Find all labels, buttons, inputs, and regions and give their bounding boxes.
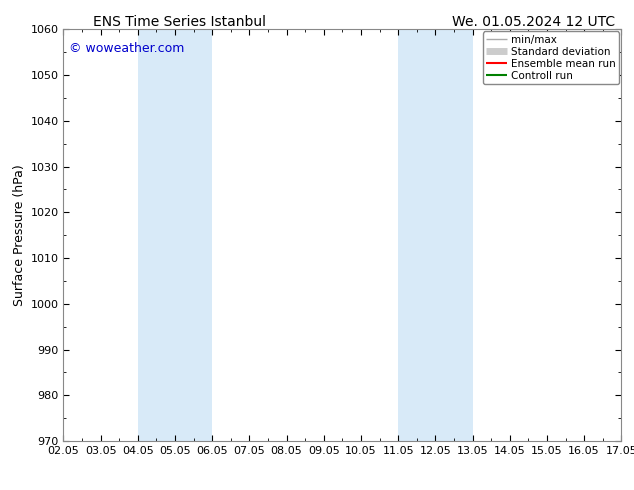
Legend: min/max, Standard deviation, Ensemble mean run, Controll run: min/max, Standard deviation, Ensemble me… [483, 31, 619, 84]
Bar [398, 29, 472, 441]
Text: We. 01.05.2024 12 UTC: We. 01.05.2024 12 UTC [452, 15, 615, 29]
Text: ENS Time Series Istanbul: ENS Time Series Istanbul [93, 15, 266, 29]
Y-axis label: Surface Pressure (hPa): Surface Pressure (hPa) [13, 164, 26, 306]
Text: © woweather.com: © woweather.com [69, 42, 184, 55]
Bar [138, 29, 212, 441]
